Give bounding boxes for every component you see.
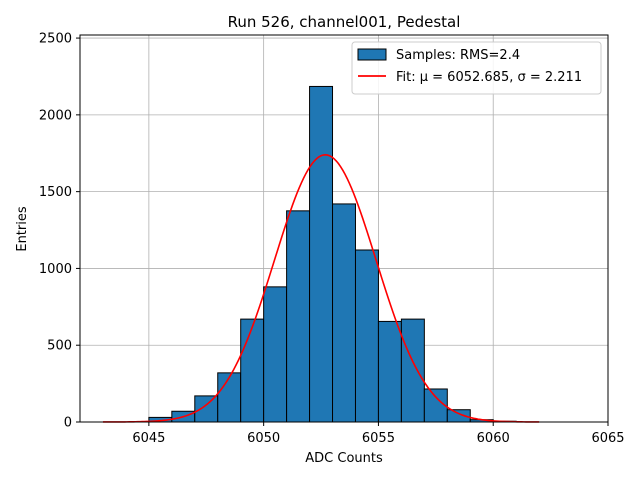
y-tick-label: 1000 [39,262,72,277]
chart-title: Run 526, channel001, Pedestal [228,13,461,31]
y-tick-label: 0 [64,416,72,431]
histogram-bar [332,203,356,423]
histogram-bar [194,395,219,423]
y-tick-label: 2500 [39,32,72,47]
fit-curve [102,153,540,423]
histogram-bar [240,318,265,423]
legend: Samples: RMS=2.4 Fit: μ = 6052.685, σ = … [351,41,602,95]
legend-box [351,41,602,95]
histogram-bars [148,85,517,423]
histogram-bar [354,249,379,423]
plot-frame [79,34,609,423]
y-tick-label: 500 [47,339,72,354]
x-tick-label: 6050 [247,431,280,446]
histogram-bar [309,85,334,423]
legend-swatch-samples [357,48,387,61]
histogram-bar [263,286,288,423]
histogram-bar [400,318,425,423]
fit-curve-layer [102,153,540,423]
histogram-bar [377,320,402,423]
y-axis-title: Entries [15,206,30,252]
y-tick-label: 1500 [39,185,72,200]
x-axis-ticks: 6045 6050 6055 6060 6065 [132,422,625,446]
x-tick-label: 6045 [132,431,165,446]
histogram-bar [286,210,311,423]
x-tick-label: 6060 [477,431,510,446]
x-tick-label: 6065 [591,431,624,446]
x-axis-title: ADC Counts [305,451,383,466]
legend-label-fit: Fit: μ = 6052.685, σ = 2.211 [396,70,582,85]
y-axis-ticks: 0 500 1000 1500 2000 2500 [39,32,80,431]
y-tick-label: 2000 [39,108,72,123]
histogram-bar [217,372,242,423]
x-tick-label: 6055 [362,431,395,446]
legend-label-samples: Samples: RMS=2.4 [396,48,520,63]
